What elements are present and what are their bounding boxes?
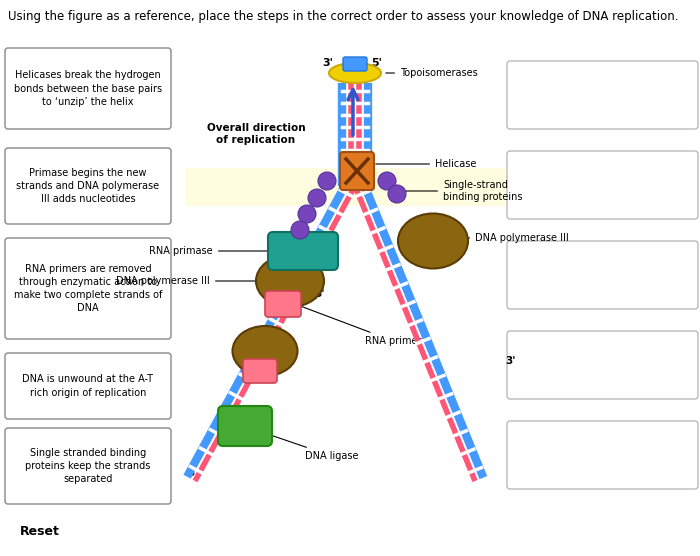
Text: DNA polymerase III: DNA polymerase III <box>116 276 320 286</box>
Text: RNA primer: RNA primer <box>298 305 421 346</box>
Text: 3': 3' <box>505 356 515 366</box>
Text: RNA primers are removed
through enzymatic action to
make two complete strands of: RNA primers are removed through enzymati… <box>14 264 162 313</box>
FancyBboxPatch shape <box>5 353 171 419</box>
FancyBboxPatch shape <box>343 57 367 71</box>
Circle shape <box>388 185 406 203</box>
Text: DNA is unwound at the A-T
rich origin of replication: DNA is unwound at the A-T rich origin of… <box>22 374 153 398</box>
Text: Reset: Reset <box>20 525 60 538</box>
FancyBboxPatch shape <box>5 148 171 224</box>
Text: Primase begins the new
strands and DNA polymerase
III adds nucleotides: Primase begins the new strands and DNA p… <box>16 168 160 204</box>
FancyBboxPatch shape <box>218 406 272 446</box>
Bar <box>185 168 505 206</box>
Text: RNA primase: RNA primase <box>149 246 270 256</box>
FancyBboxPatch shape <box>507 421 698 489</box>
FancyBboxPatch shape <box>507 61 698 129</box>
FancyBboxPatch shape <box>265 291 301 317</box>
Text: Topoisomerases: Topoisomerases <box>386 68 477 78</box>
Text: Using the figure as a reference, place the steps in the correct order to assess : Using the figure as a reference, place t… <box>8 10 678 23</box>
Circle shape <box>298 205 316 223</box>
FancyBboxPatch shape <box>340 152 374 190</box>
Ellipse shape <box>256 255 324 307</box>
Ellipse shape <box>232 326 298 376</box>
Text: Single-strand
binding proteins: Single-strand binding proteins <box>402 180 522 202</box>
Text: 5': 5' <box>314 289 325 299</box>
FancyBboxPatch shape <box>507 241 698 309</box>
FancyBboxPatch shape <box>507 151 698 219</box>
FancyBboxPatch shape <box>243 359 277 383</box>
Text: Helicase: Helicase <box>376 159 477 169</box>
Text: Helicases break the hydrogen
bonds between the base pairs
to ‘unzip’ the helix: Helicases break the hydrogen bonds betwe… <box>14 70 162 107</box>
Text: DNA ligase: DNA ligase <box>253 429 358 461</box>
Text: Overall direction
of replication: Overall direction of replication <box>206 123 305 145</box>
Circle shape <box>318 172 336 190</box>
Ellipse shape <box>398 214 468 269</box>
Circle shape <box>291 221 309 239</box>
FancyBboxPatch shape <box>5 48 171 129</box>
FancyBboxPatch shape <box>5 428 171 504</box>
Text: 3': 3' <box>322 58 333 68</box>
Text: DNA polymerase III: DNA polymerase III <box>468 233 568 243</box>
FancyBboxPatch shape <box>507 331 698 399</box>
FancyBboxPatch shape <box>5 238 171 339</box>
Text: 5': 5' <box>187 468 197 478</box>
Text: 5': 5' <box>371 58 382 68</box>
Ellipse shape <box>329 63 381 83</box>
Circle shape <box>378 172 396 190</box>
Text: 3': 3' <box>325 243 335 253</box>
Text: Single stranded binding
proteins keep the strands
separated: Single stranded binding proteins keep th… <box>25 448 150 484</box>
Circle shape <box>308 189 326 207</box>
FancyBboxPatch shape <box>268 232 338 270</box>
